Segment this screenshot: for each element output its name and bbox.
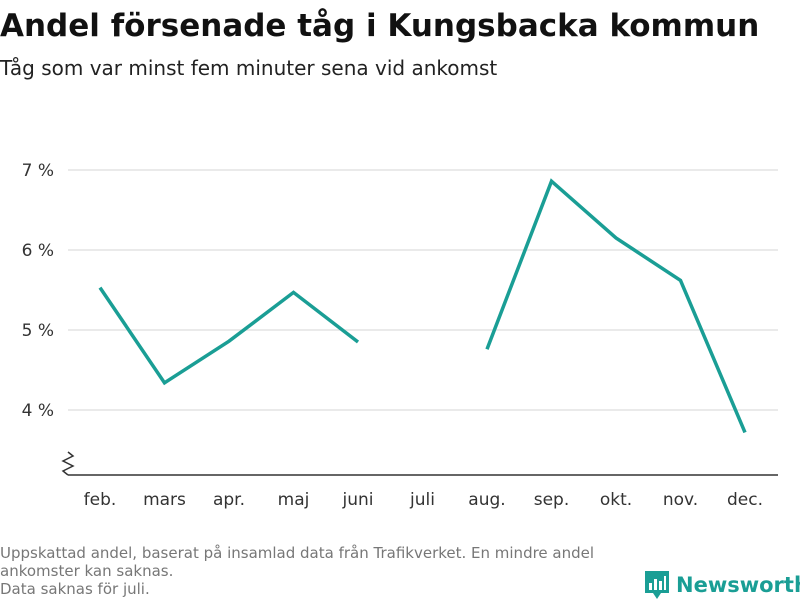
series-lines <box>98 178 747 434</box>
chart-subtitle: Tåg som var minst fem minuter sena vid a… <box>0 56 498 80</box>
y-tick-label: 6 % <box>22 241 54 261</box>
x-tick-label: feb. <box>84 490 117 510</box>
x-tick-labels: feb. mars apr. maj juni juli aug. sep. okt. nov. d… <box>84 490 763 510</box>
x-tick-label: okt. <box>600 490 632 510</box>
x-tick-label: aug. <box>468 490 505 510</box>
x-tick-label: apr. <box>213 490 245 510</box>
newsworthy-logo: Newsworthy <box>644 570 800 600</box>
axis-break-icon <box>61 451 75 476</box>
x-tick-label: mars <box>143 490 186 510</box>
x-tick-label: juni <box>342 490 374 510</box>
footnote-line-3: Data saknas för juli. <box>0 580 150 598</box>
x-axis <box>61 451 778 476</box>
footnote: Uppskattad andel, baserat på insamlad da… <box>0 544 630 598</box>
y-tick-labels: 4 % 5 % 6 % 7 % <box>22 161 54 421</box>
x-tick-label: juli <box>409 490 435 510</box>
logo-text: Newsworthy <box>676 573 800 597</box>
y-tick-label: 4 % <box>22 401 54 421</box>
chart-title: Andel försenade tåg i Kungsbacka kommun <box>0 8 760 44</box>
y-tick-label: 5 % <box>22 321 54 341</box>
series-line-segment <box>485 178 747 434</box>
x-tick-label: dec. <box>727 490 763 510</box>
x-tick-label: nov. <box>663 490 698 510</box>
series-line-segment <box>98 286 360 386</box>
line-chart: 4 % 5 % 6 % 7 % feb. mars apr. maj juni juli aug.… <box>22 161 778 510</box>
bar-chart-icon <box>645 571 669 599</box>
x-tick-label: maj <box>278 490 310 510</box>
footnote-line-1: Uppskattad andel, baserat på insamlad da… <box>0 544 595 562</box>
y-tick-label: 7 % <box>22 161 54 181</box>
x-tick-label: sep. <box>534 490 570 510</box>
gridlines <box>68 169 778 411</box>
footnote-line-2: ankomster kan saknas. <box>0 562 174 580</box>
